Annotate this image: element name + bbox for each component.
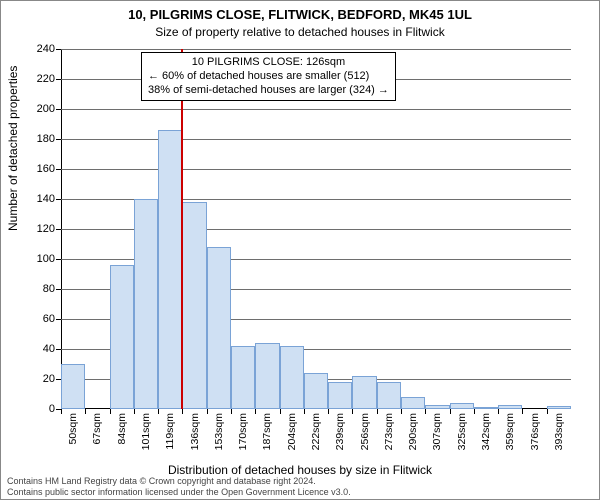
gridline (61, 139, 571, 140)
x-tick-label: 359sqm (504, 409, 516, 450)
x-tick-label: 222sqm (310, 409, 322, 450)
histogram-bar (401, 397, 425, 409)
x-tickmark (401, 409, 402, 414)
x-tickmark (522, 409, 523, 414)
footer-line-2: Contains public sector information licen… (7, 487, 351, 497)
x-tick-label: 239sqm (334, 409, 346, 450)
x-tickmark (85, 409, 86, 414)
histogram-bar (280, 346, 304, 409)
x-tickmark (450, 409, 451, 414)
histogram-bar (304, 373, 328, 409)
x-tick-label: 187sqm (261, 409, 273, 450)
y-tick-label: 40 (31, 343, 61, 355)
gridline (61, 49, 571, 50)
histogram-bar (328, 382, 352, 409)
annotation-line: ← 60% of detached houses are smaller (51… (148, 70, 389, 84)
x-tickmark (328, 409, 329, 414)
x-tick-label: 393sqm (553, 409, 565, 450)
plot-area: 02040608010012014016018020022024050sqm67… (61, 49, 571, 409)
y-tick-label: 120 (31, 223, 61, 235)
y-axis-label-text: Number of detached properties (6, 66, 20, 231)
marker-line (181, 49, 183, 409)
y-tick-label: 140 (31, 193, 61, 205)
x-tickmark (377, 409, 378, 414)
x-tickmark (304, 409, 305, 414)
y-tick-label: 100 (31, 253, 61, 265)
x-tick-label: 342sqm (480, 409, 492, 450)
histogram-bar (352, 376, 376, 409)
chart-container: 10, PILGRIMS CLOSE, FLITWICK, BEDFORD, M… (0, 0, 600, 500)
histogram-bar (377, 382, 401, 409)
y-axis-label: Number of detached properties (6, 66, 20, 231)
y-tick-label: 60 (31, 313, 61, 325)
footer-attribution: Contains HM Land Registry data © Crown c… (7, 476, 351, 497)
x-tick-label: 136sqm (189, 409, 201, 450)
x-tickmark (255, 409, 256, 414)
x-tick-label: 307sqm (431, 409, 443, 450)
x-tick-label: 273sqm (383, 409, 395, 450)
chart-title: 10, PILGRIMS CLOSE, FLITWICK, BEDFORD, M… (1, 7, 599, 22)
histogram-bar (182, 202, 206, 409)
chart-subtitle: Size of property relative to detached ho… (1, 25, 599, 39)
annotation-box: 10 PILGRIMS CLOSE: 126sqm← 60% of detach… (141, 52, 396, 101)
x-tick-label: 256sqm (359, 409, 371, 450)
x-tick-label: 84sqm (116, 409, 128, 445)
x-tickmark (280, 409, 281, 414)
x-tickmark (110, 409, 111, 414)
annotation-line: 38% of semi-detached houses are larger (… (148, 84, 389, 98)
x-tickmark (498, 409, 499, 414)
histogram-bar (158, 130, 182, 409)
x-tickmark (182, 409, 183, 414)
x-tickmark (61, 409, 62, 414)
histogram-bar (134, 199, 158, 409)
histogram-bar (207, 247, 231, 409)
histogram-bar (231, 346, 255, 409)
x-tick-label: 170sqm (237, 409, 249, 450)
x-tickmark (425, 409, 426, 414)
histogram-bar (110, 265, 134, 409)
x-tickmark (207, 409, 208, 414)
x-tick-label: 153sqm (213, 409, 225, 450)
y-tick-label: 0 (31, 403, 61, 415)
x-tick-label: 119sqm (164, 409, 176, 450)
x-axis-label: Distribution of detached houses by size … (1, 463, 599, 477)
y-tick-label: 160 (31, 163, 61, 175)
histogram-bar (255, 343, 279, 409)
x-tickmark (474, 409, 475, 414)
x-tickmark (158, 409, 159, 414)
x-tick-label: 290sqm (407, 409, 419, 450)
gridline (61, 109, 571, 110)
footer-line-1: Contains HM Land Registry data © Crown c… (7, 476, 351, 486)
y-tick-label: 20 (31, 373, 61, 385)
y-tick-label: 180 (31, 133, 61, 145)
x-tick-label: 376sqm (529, 409, 541, 450)
y-tick-label: 200 (31, 103, 61, 115)
x-tickmark (231, 409, 232, 414)
x-tick-label: 67sqm (91, 409, 103, 445)
annotation-line: 10 PILGRIMS CLOSE: 126sqm (148, 56, 389, 70)
y-tick-label: 220 (31, 73, 61, 85)
x-tick-label: 325sqm (456, 409, 468, 450)
x-tickmark (134, 409, 135, 414)
gridline (61, 169, 571, 170)
histogram-bar (61, 364, 85, 409)
x-tick-label: 101sqm (140, 409, 152, 450)
x-tick-label: 204sqm (286, 409, 298, 450)
x-tickmark (352, 409, 353, 414)
x-tick-label: 50sqm (67, 409, 79, 445)
x-tickmark (547, 409, 548, 414)
y-tick-label: 240 (31, 43, 61, 55)
y-tick-label: 80 (31, 283, 61, 295)
